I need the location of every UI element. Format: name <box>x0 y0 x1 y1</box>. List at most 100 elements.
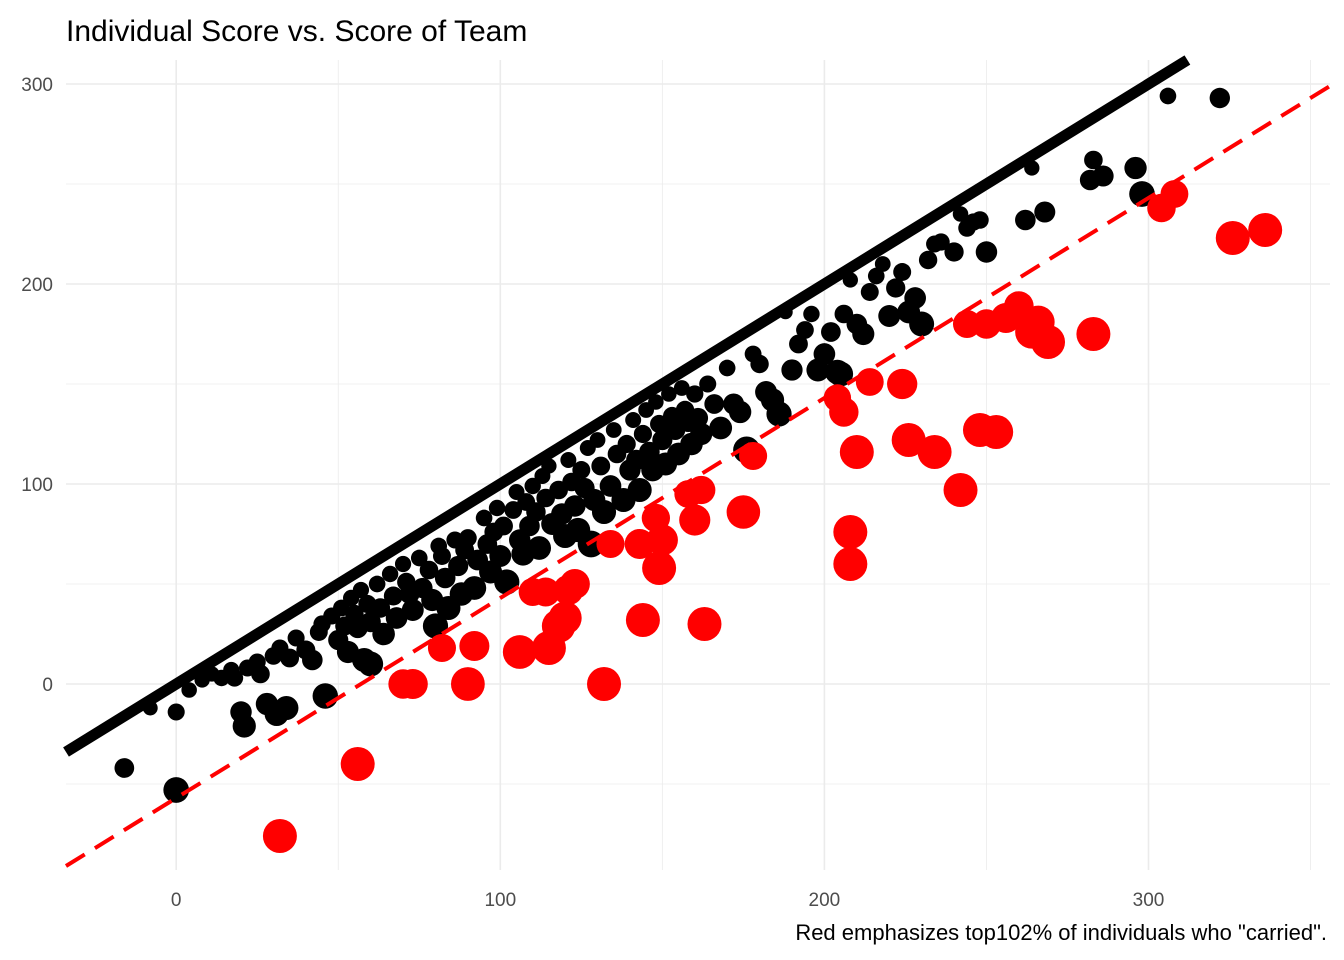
highlighted-data-point <box>1076 317 1111 351</box>
data-point <box>971 211 989 229</box>
data-point <box>459 529 477 547</box>
data-point <box>370 598 391 618</box>
data-point <box>686 385 704 403</box>
data-point <box>589 432 606 448</box>
highlighted-data-point <box>1248 213 1283 247</box>
data-point <box>114 758 135 778</box>
data-point <box>475 509 493 527</box>
data-point <box>1124 156 1147 180</box>
data-point <box>385 607 408 629</box>
y-tick-label: 200 <box>21 275 53 296</box>
highlighted-data-point <box>625 603 660 637</box>
data-point <box>383 586 403 606</box>
data-point <box>560 452 577 468</box>
data-point <box>572 461 591 479</box>
data-point <box>904 287 926 309</box>
highlighted-data-point <box>646 524 678 556</box>
data-point <box>225 669 244 687</box>
minor-gridlines <box>66 60 1330 870</box>
highlighted-data-point <box>262 819 297 853</box>
data-point <box>432 547 451 565</box>
data-point <box>661 386 677 402</box>
data-point <box>462 576 487 600</box>
data-point <box>302 649 323 671</box>
y-tick-label: 300 <box>21 75 53 96</box>
y-axis-tick-labels: 0 100 200 300 <box>21 75 53 696</box>
x-tick-label: 0 <box>171 890 182 911</box>
data-point <box>828 361 854 387</box>
data-point <box>944 242 964 262</box>
highlighted-data-point <box>587 667 622 701</box>
highlighted-data-point <box>548 601 582 635</box>
highlighted-data-point <box>917 435 952 469</box>
highlighted-data-point <box>887 368 918 400</box>
data-point <box>709 416 733 440</box>
data-point <box>419 560 439 580</box>
chart-title: Individual Score vs. Score of Team <box>66 15 527 48</box>
data-point <box>633 424 652 444</box>
data-point <box>673 380 690 396</box>
data-point <box>909 311 935 337</box>
data-points <box>114 87 1283 853</box>
data-point <box>625 412 642 428</box>
data-point <box>167 703 185 721</box>
data-point <box>401 599 424 621</box>
data-point <box>312 683 339 709</box>
highlighted-data-point <box>1215 221 1250 255</box>
data-point <box>527 536 552 560</box>
y-tick-label: 100 <box>21 475 53 496</box>
data-point <box>494 516 513 536</box>
identity-line <box>63 55 1191 757</box>
data-point <box>434 567 456 589</box>
highlighted-data-point <box>397 668 428 700</box>
highlighted-data-point <box>642 551 677 585</box>
data-point <box>781 359 803 381</box>
x-tick-label: 300 <box>1133 890 1165 911</box>
dashed-reference-line <box>64 84 1332 868</box>
data-point <box>1209 87 1230 109</box>
highlighted-data-point <box>459 630 490 662</box>
data-point <box>796 321 814 339</box>
data-point <box>564 495 586 517</box>
highlighted-data-point <box>502 635 537 669</box>
data-point <box>1129 181 1155 207</box>
data-point <box>504 501 523 519</box>
data-point <box>617 434 636 454</box>
data-point <box>886 278 906 298</box>
data-point <box>803 305 820 323</box>
data-point <box>352 581 370 599</box>
highlighted-data-point <box>979 415 1014 449</box>
highlighted-data-point <box>891 423 926 457</box>
chart-caption: Red emphasizes top102% of individuals wh… <box>795 920 1327 945</box>
data-point <box>274 695 299 721</box>
highlighted-data-point <box>833 515 868 549</box>
highlighted-data-point <box>450 667 485 701</box>
highlighted-data-point <box>559 568 590 600</box>
data-point <box>699 375 717 393</box>
data-point <box>932 233 950 251</box>
data-point <box>372 622 395 646</box>
data-point <box>627 477 652 503</box>
highlighted-data-point <box>679 504 711 536</box>
highlighted-data-point <box>427 633 456 663</box>
highlighted-data-point <box>833 547 868 581</box>
data-point <box>718 359 736 377</box>
data-point <box>878 305 901 327</box>
highlighted-data-point <box>340 747 375 781</box>
highlighted-data-point <box>739 441 768 471</box>
data-point <box>251 664 270 684</box>
x-tick-label: 200 <box>809 890 841 911</box>
data-point <box>181 682 197 698</box>
data-point <box>605 422 622 438</box>
highlighted-data-point <box>531 577 561 607</box>
x-tick-label: 100 <box>484 890 516 911</box>
data-point <box>591 499 617 525</box>
data-point <box>918 250 938 270</box>
data-point <box>690 422 713 446</box>
data-point <box>489 545 512 567</box>
data-point <box>368 575 386 593</box>
highlighted-data-point <box>829 397 859 427</box>
data-point <box>410 549 428 567</box>
data-point <box>893 263 912 281</box>
